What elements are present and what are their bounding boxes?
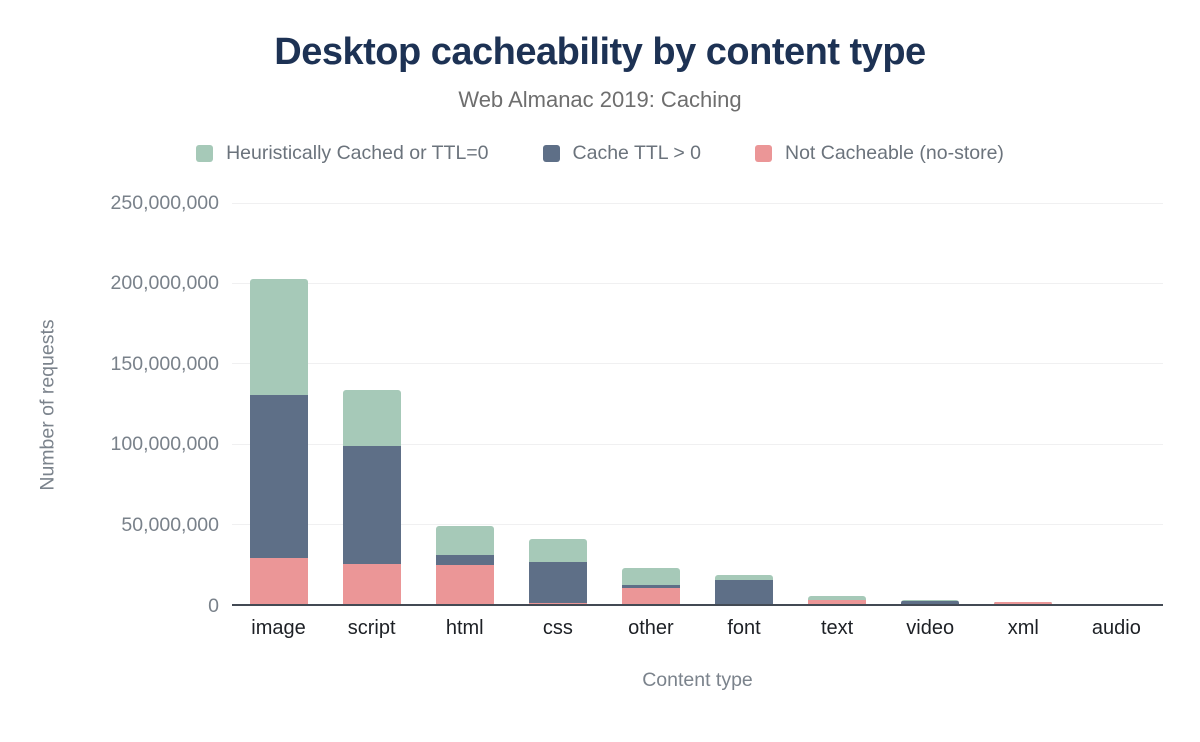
bar-group-other [604,203,697,604]
legend-item: Cache TTL > 0 [542,141,701,165]
y-tick-label: 150,000,000 [110,352,219,375]
bar-segment [901,600,960,602]
y-tick-label: 0 [208,594,219,617]
bar-group-xml [977,203,1070,604]
bar-group-css [511,203,604,604]
bar-segment [715,575,774,581]
legend-swatch-icon [542,144,560,162]
x-tick-label: image [251,617,306,639]
stacked-bar-video [901,600,960,604]
stacked-bar-script [342,389,401,604]
x-axis-title: Content type [642,669,753,691]
bar-group-image [232,203,325,604]
legend-label: Not Cacheable (no-store) [784,141,1004,164]
legend-swatch-icon [754,144,772,162]
legend-label: Heuristically Cached or TTL=0 [226,141,489,164]
bar-segment [808,596,867,600]
x-tick-label: script [347,617,396,639]
legend-item: Not Cacheable (no-store) [754,141,1004,165]
x-tick-label: text [820,617,854,639]
stacked-bar-font [715,575,774,604]
bar-segment [342,563,401,604]
bar-segment [621,567,680,585]
legend-swatch-icon [196,144,214,162]
bar-segment [435,565,494,604]
bar-group-font [697,203,790,604]
y-axis: Number of requests 0 50,000,000 100,000,00… [0,193,232,615]
stacked-bar-css [528,538,587,604]
y-tick-label: 200,000,000 [110,271,219,294]
stacked-bar-image [249,279,308,604]
bar-group-html [418,203,511,604]
bar-group-text [791,203,884,604]
x-tick-label: video [906,617,955,639]
legend: Heuristically Cached or TTL=0 Cache TTL >… [0,142,1200,164]
stacked-bar-other [621,567,680,604]
chart-title: Desktop cacheability by content type [274,31,926,73]
chart-subtitle: Web Almanac 2019: Caching [458,87,742,112]
stacked-bar-xml [994,601,1053,604]
x-tick-label: xml [1007,617,1039,639]
bar-segment [435,554,494,566]
bar-segment [435,525,494,555]
bar-segment [249,395,308,559]
y-tick-label: 50,000,000 [121,513,219,536]
bar-segment [342,446,401,564]
y-tick-label: 250,000,000 [110,191,219,214]
x-tick-label: css [542,617,573,639]
bar-segment [528,538,587,563]
bar-segment [249,558,308,604]
x-tick-label: audio [1091,617,1141,639]
y-axis-title: Number of requests [36,318,59,491]
chart-body: Number of requests 0 50,000,000 100,000,00… [0,193,1200,692]
bar-segment [621,584,680,588]
bar-group-video [884,203,977,604]
y-tick-label: 100,000,000 [110,433,219,456]
bar-segment [621,587,680,604]
x-tick-label: font [727,617,761,639]
bar-segment [808,600,867,604]
bar-segment [715,580,774,604]
bar-segment [342,389,401,447]
bar-segment [901,601,960,604]
bar-segment [528,603,587,604]
stacked-bar-html [435,525,494,604]
stacked-bar-text [808,596,867,604]
bar-group-audio [1070,203,1163,604]
x-axis-labels: image script html css other font text video xml a… [232,617,1163,640]
bar-segment [994,602,1053,604]
x-tick-label: html [445,617,484,639]
bar-segment [249,279,308,396]
legend-label: Cache TTL > 0 [572,141,701,164]
plot-area [232,203,1163,606]
bar-group-script [325,203,418,604]
x-tick-label: other [628,617,674,639]
legend-item: Heuristically Cached or TTL=0 [196,141,489,165]
bar-segment [528,562,587,604]
